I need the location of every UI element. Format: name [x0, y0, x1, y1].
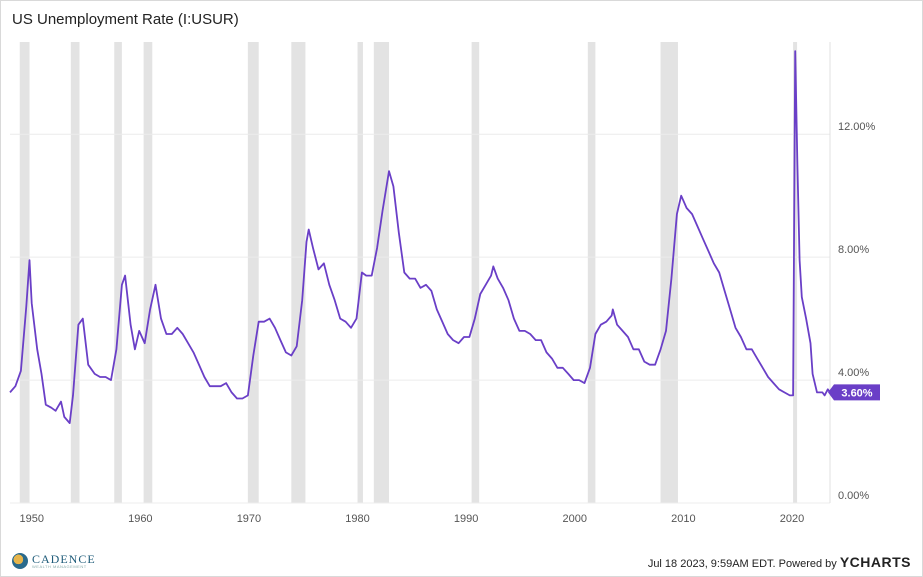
x-tick-label: 1950: [19, 513, 43, 525]
last-value-label: 3.60%: [841, 387, 872, 399]
x-tick-label: 2000: [563, 513, 587, 525]
recession-band: [291, 42, 306, 503]
recession-band: [793, 42, 798, 503]
footer-powered: Powered by: [778, 558, 837, 570]
recession-band: [357, 42, 363, 503]
y-tick-label: 0.00%: [838, 490, 869, 502]
footer-timestamp: Jul 18 2023, 9:59AM EDT.: [647, 558, 776, 570]
x-tick-label: 1990: [454, 513, 478, 525]
axis-layer: 0.00% 4.00% 8.00% 12.00% 1950 1960 1970 1980 199…: [19, 121, 875, 525]
y-tick-label: 12.00%: [838, 121, 876, 133]
recession-band: [660, 42, 678, 503]
chart-title: US Unemployment Rate (I:USUR): [12, 11, 239, 28]
x-tick-label: 2010: [671, 513, 695, 525]
recession-bands: [19, 42, 798, 503]
recession-band: [587, 42, 596, 503]
recession-band: [471, 42, 480, 503]
gridlines: [10, 42, 831, 504]
x-tick-label: 2020: [780, 513, 804, 525]
ycharts-brand[interactable]: YCHARTS: [839, 554, 911, 570]
logo-subtitle: WEALTH MANAGEMENT: [32, 564, 87, 569]
x-tick-label: 1960: [128, 513, 152, 525]
x-tick-label: 1970: [237, 513, 261, 525]
recession-band: [114, 42, 122, 503]
last-value-badge: [828, 384, 880, 401]
y-tick-label: 4.00%: [838, 367, 869, 379]
y-tick-label: 8.00%: [838, 244, 869, 256]
recession-band: [19, 42, 30, 503]
recession-band: [373, 42, 390, 503]
footer-credit: Jul 18 2023, 9:59AM EDT. Powered by YCHA…: [648, 554, 911, 570]
recession-band: [143, 42, 153, 503]
cadence-logo: CADENCE WEALTH MANAGEMENT: [12, 553, 96, 569]
recession-band: [70, 42, 80, 503]
recession-band: [247, 42, 259, 503]
logo-name: CADENCE: [32, 552, 96, 566]
series-layer: 3.60%: [9, 50, 880, 424]
logo-mark-icon: [12, 553, 28, 569]
unemployment-line: [9, 50, 831, 424]
x-tick-label: 1980: [345, 513, 369, 525]
